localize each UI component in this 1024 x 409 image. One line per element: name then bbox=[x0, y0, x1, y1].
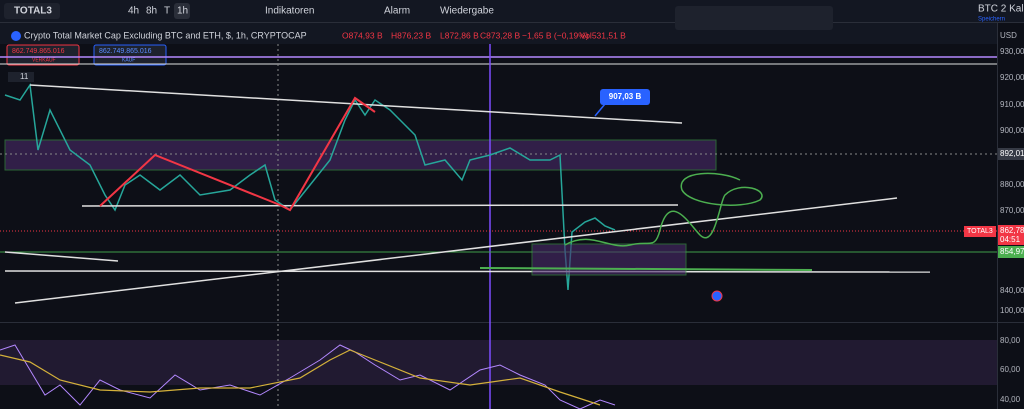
rsi-band bbox=[0, 340, 997, 385]
ohlc-close: C873,28 B bbox=[480, 30, 520, 40]
ohlc-high: H876,23 B bbox=[391, 30, 431, 40]
symbol[interactable]: TOTAL3 bbox=[14, 6, 52, 17]
trendline bbox=[4, 251, 119, 262]
pane-label: 11 bbox=[20, 72, 29, 81]
replay-button[interactable]: Wiedergabe bbox=[440, 6, 494, 17]
trendline bbox=[4, 270, 931, 273]
last-price: 862,78 bbox=[1000, 226, 1024, 235]
price-line bbox=[4, 82, 616, 291]
ohlc-change: −1,65 B (−0,19%) bbox=[522, 30, 589, 40]
buy-button[interactable] bbox=[93, 44, 167, 66]
forecast-path bbox=[564, 172, 763, 247]
crosshair-tag bbox=[998, 148, 1024, 160]
interval[interactable]: 8h bbox=[146, 6, 157, 17]
currency: USD bbox=[1000, 31, 1017, 40]
ohlc-open: O874,93 B bbox=[342, 30, 383, 40]
indicators-button[interactable]: Indikatoren bbox=[265, 6, 314, 17]
save-button[interactable]: Speichern bbox=[978, 17, 1005, 23]
buy-label[interactable]: KAUF bbox=[122, 57, 135, 63]
symbol-icon bbox=[11, 31, 21, 41]
alarm-button[interactable]: Alarm bbox=[384, 6, 410, 17]
ohlc-volume: Vol531,51 B bbox=[580, 30, 626, 40]
symbol-box[interactable] bbox=[4, 3, 60, 19]
target-box bbox=[531, 243, 687, 276]
sell-button[interactable] bbox=[6, 44, 80, 66]
buy-price[interactable]: 862.749.865.016 bbox=[99, 48, 152, 55]
price-label: 910,00 bbox=[1000, 100, 1024, 109]
ohlc-low: L872,86 B bbox=[440, 30, 479, 40]
rsi-line bbox=[0, 344, 616, 409]
rsi-label: 40,00 bbox=[1000, 395, 1021, 404]
callout bbox=[600, 89, 650, 105]
trendline bbox=[81, 204, 679, 207]
callout-text: 907,03 B bbox=[609, 92, 642, 101]
price-label: 880,00 bbox=[1000, 180, 1024, 189]
interval-active bbox=[174, 3, 190, 19]
price-label: 870,00 bbox=[1000, 206, 1024, 215]
level-price: 854,97 bbox=[1000, 247, 1024, 256]
pane-label-box bbox=[8, 72, 34, 82]
event-icon[interactable] bbox=[711, 290, 723, 302]
last-price-tag bbox=[998, 225, 1024, 245]
level-tag bbox=[998, 246, 1024, 258]
price-label: 920,00 bbox=[1000, 73, 1024, 82]
countdown: 04:51 bbox=[1000, 235, 1021, 244]
price-label: 900,00 bbox=[1000, 126, 1024, 135]
sell-label[interactable]: VERKAUF bbox=[32, 57, 56, 63]
green-line bbox=[479, 267, 813, 271]
price-label: 840,00 bbox=[1000, 286, 1024, 295]
zone bbox=[4, 139, 717, 171]
interval[interactable]: 4h bbox=[128, 6, 139, 17]
drawing-toolbar bbox=[675, 6, 833, 30]
sell-price[interactable]: 862.749.865.016 bbox=[12, 48, 65, 55]
rsi-label: 100,00 bbox=[1000, 306, 1024, 315]
symbol-tag-box bbox=[964, 226, 996, 237]
trendline bbox=[29, 84, 683, 124]
interval[interactable]: T bbox=[164, 6, 170, 17]
rsi-ma bbox=[0, 349, 601, 406]
callout-pointer bbox=[594, 103, 606, 117]
symbol-tag: TOTAL3 bbox=[967, 228, 993, 235]
interval[interactable]: 1h bbox=[177, 6, 188, 17]
trendline bbox=[14, 197, 898, 304]
crosshair-price: 892,01 bbox=[1000, 149, 1024, 158]
legend-title: Crypto Total Market Cap Excluding BTC an… bbox=[24, 30, 307, 40]
zigzag bbox=[99, 96, 376, 212]
price-label: 930,00 bbox=[1000, 47, 1024, 56]
layout-name[interactable]: BTC 2 Kal B bbox=[978, 4, 1024, 15]
rsi-label: 60,00 bbox=[1000, 365, 1021, 374]
rsi-label: 80,00 bbox=[1000, 336, 1021, 345]
